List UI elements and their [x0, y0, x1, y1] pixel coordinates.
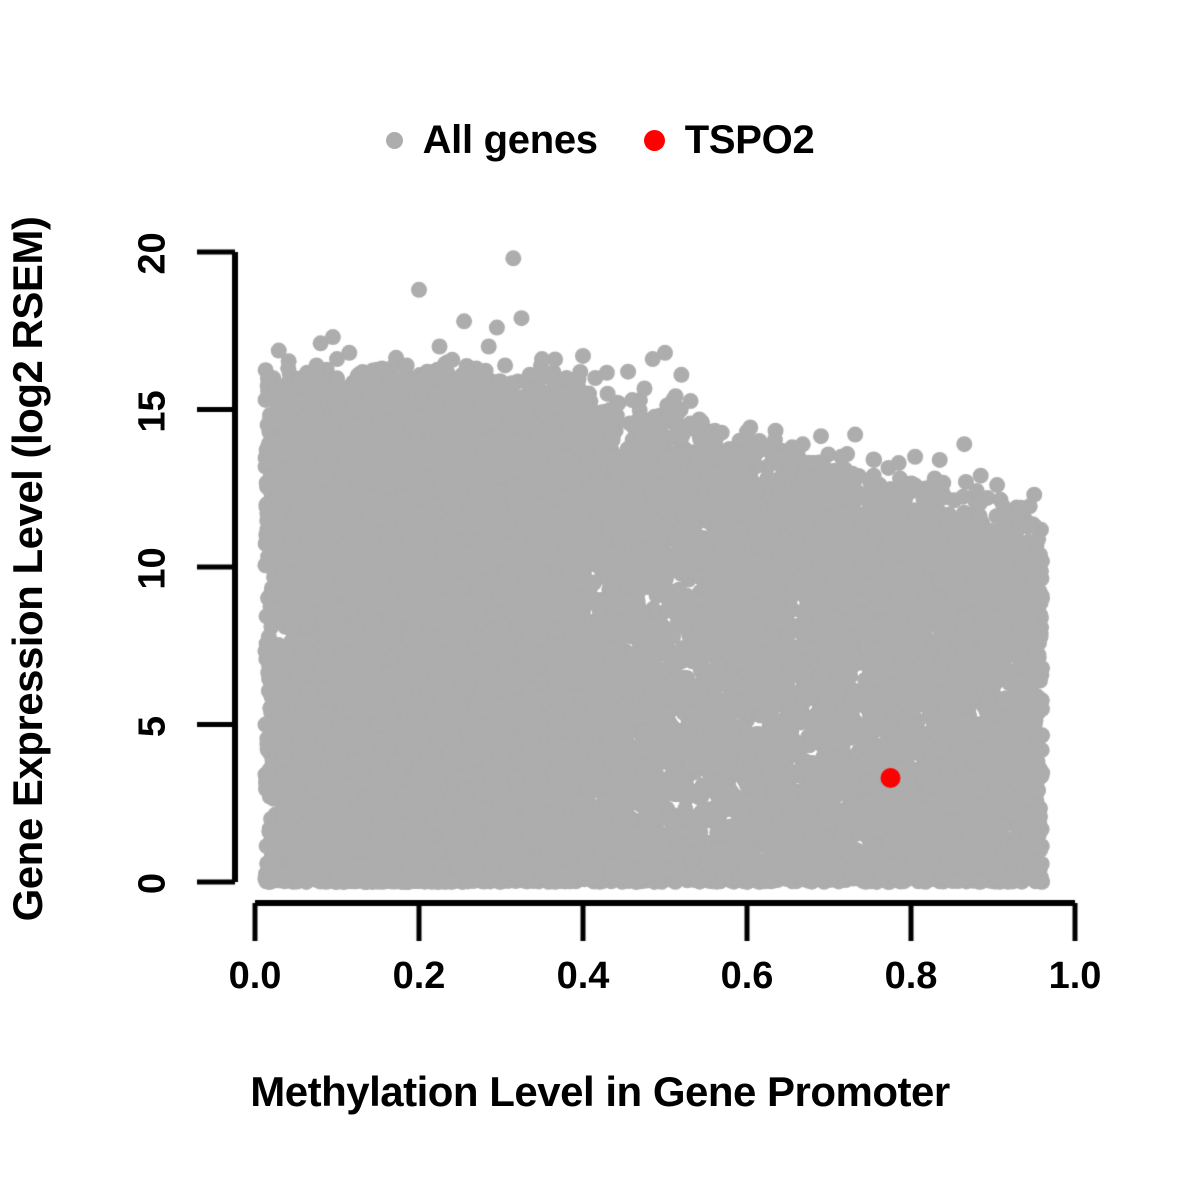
x-tick-label-0: 0.0 [228, 955, 282, 997]
chart-legend: All genes TSPO2 [0, 108, 1200, 172]
x-tick-label-2: 0.4 [556, 955, 610, 997]
x-tick-label-1: 0.2 [392, 955, 446, 997]
gray-dot-icon [385, 131, 403, 149]
y-tick-label-3: 15 [131, 390, 174, 433]
legend-label-tspo2: TSPO2 [684, 117, 815, 162]
y-tick-label-4: 20 [131, 232, 174, 275]
y-tick-label-1: 5 [131, 715, 174, 738]
legend-label-all-genes: All genes [422, 117, 598, 162]
x-tick-label-5: 1.0 [1048, 955, 1102, 997]
y-axis-title: Gene Expression Level (log2 RSEM) [4, 216, 51, 922]
legend-entry-all-genes: All genes [385, 117, 598, 163]
x-axis-title: Methylation Level in Gene Promoter [250, 1068, 950, 1115]
x-tick-label-4: 0.8 [884, 955, 938, 997]
legend-entry-tspo2: TSPO2 [643, 117, 815, 163]
red-dot-icon [643, 129, 665, 151]
x-tick-label-3: 0.6 [720, 955, 774, 997]
y-tick-label-0: 0 [131, 872, 174, 895]
y-tick-label-2: 10 [131, 547, 174, 590]
